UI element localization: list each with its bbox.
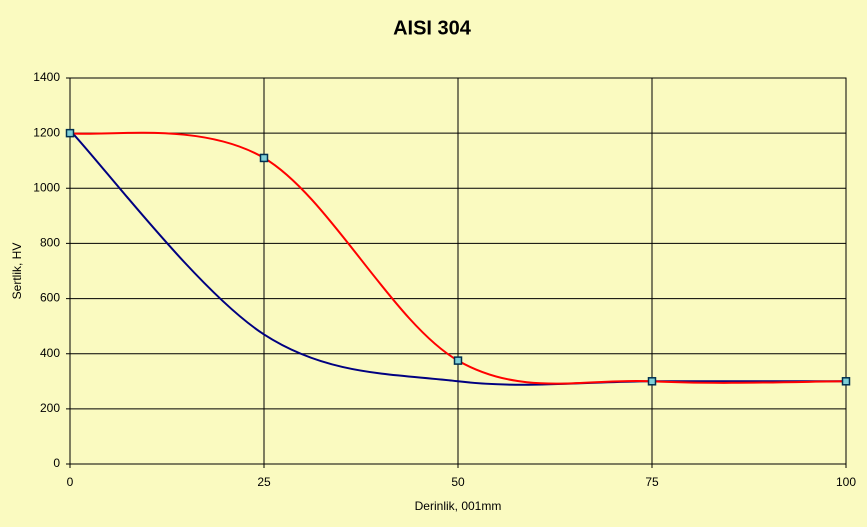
series-line	[69, 131, 847, 385]
marker	[841, 377, 851, 386]
x-tick-label: 50	[451, 475, 465, 489]
y-tick-label: 400	[40, 346, 60, 360]
y-tick-label: 0	[53, 456, 60, 470]
y-tick-label: 200	[40, 401, 60, 415]
x-tick-label: 100	[836, 475, 856, 489]
marker	[65, 128, 75, 138]
marker	[647, 377, 657, 386]
x-axis-label: Derinlik, 001mm	[415, 499, 502, 513]
y-tick-label: 1000	[33, 180, 60, 194]
y-axis-label: Sertlik, HV	[10, 243, 24, 300]
x-tick-label: 75	[645, 475, 659, 489]
x-tick-label: 0	[67, 475, 74, 489]
x-tick-label: 25	[257, 475, 271, 489]
series-line	[69, 129, 846, 386]
chart-title: AISI 304	[393, 17, 472, 39]
marker	[259, 153, 269, 163]
y-tick-label: 600	[40, 291, 60, 305]
y-tick-label: 800	[40, 236, 60, 250]
y-tick-label: 1400	[33, 70, 60, 84]
marker	[453, 356, 463, 365]
y-tick-label: 1200	[33, 125, 60, 139]
plot-border	[69, 77, 847, 465]
